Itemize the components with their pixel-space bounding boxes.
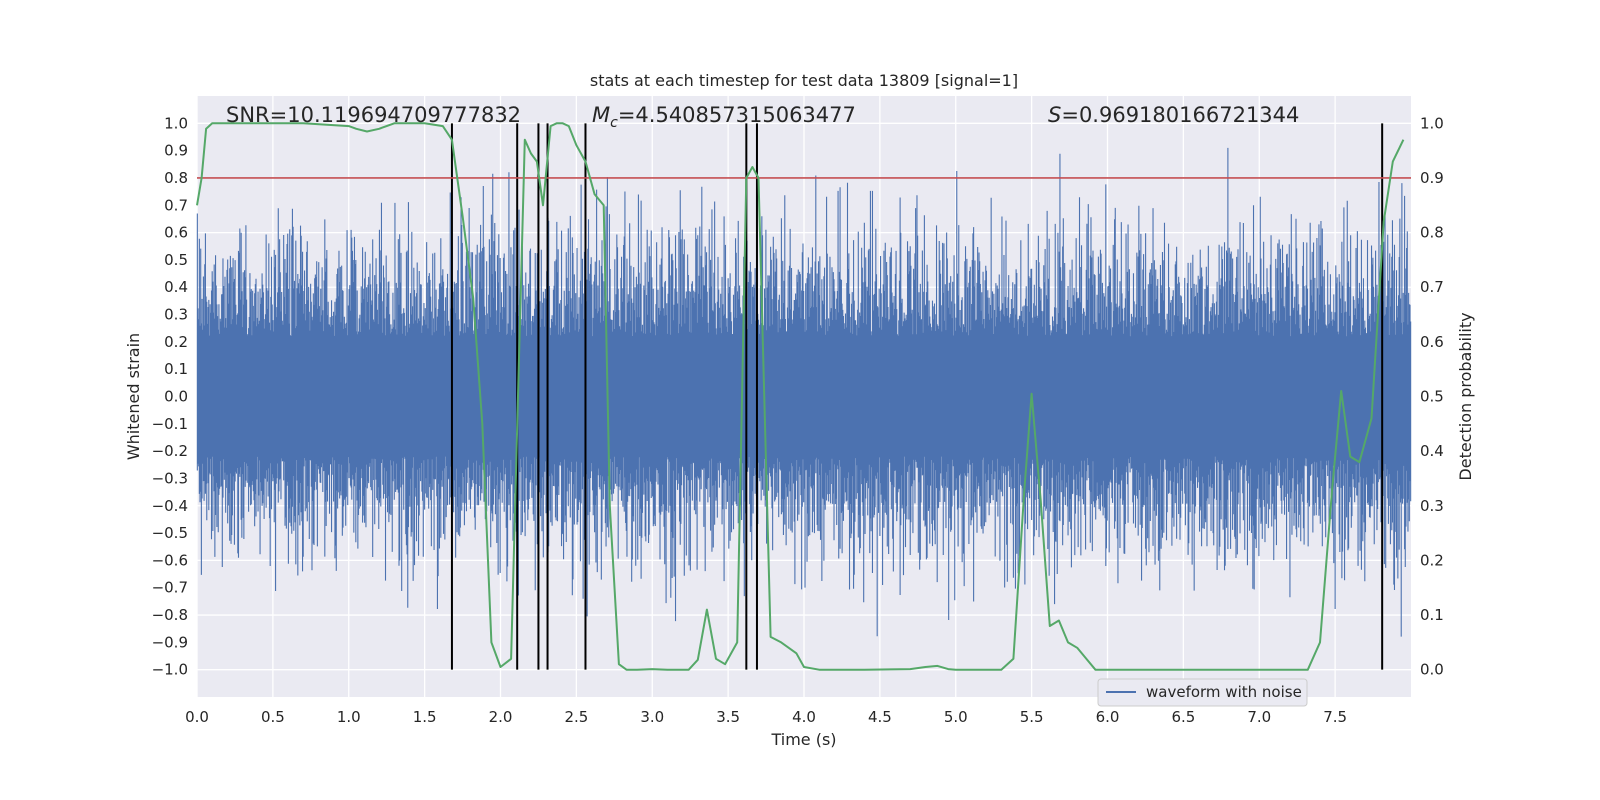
y2-tick-label: 0.6 <box>1420 333 1444 351</box>
y2-tick-label: 0.9 <box>1420 169 1444 187</box>
x-tick-label: 3.0 <box>640 708 664 726</box>
y2-tick-label: 0.0 <box>1420 661 1444 679</box>
legend: waveform with noise <box>1097 678 1308 707</box>
y-tick-label: 0.4 <box>164 278 188 296</box>
x-tick-label: 0.5 <box>261 708 285 726</box>
y-tick-label: 0.7 <box>164 196 188 214</box>
y2-tick-labels: 0.0 0.1 0.2 0.3 0.4 0.5 0.6 0.7 0.8 0.9 1.0 <box>1420 114 1444 678</box>
x-tick-label: 6.0 <box>1096 708 1120 726</box>
y-axis-label: Whitened strain <box>124 333 143 460</box>
y-tick-label: 0.2 <box>164 333 188 351</box>
detection-probability-series <box>196 122 1405 671</box>
s-value: =0.969180166721344 <box>1061 103 1299 127</box>
y-tick-label: 0.9 <box>164 142 188 160</box>
y-tick-label: −0.3 <box>152 469 188 487</box>
y-tick-label: −0.7 <box>152 579 188 597</box>
y-tick-label: 0.8 <box>164 169 188 187</box>
y-tick-label: −0.5 <box>152 524 188 542</box>
x-tick-label: 2.5 <box>564 708 588 726</box>
detection-probability-line <box>196 122 1405 671</box>
y-tick-label: −1.0 <box>152 661 188 679</box>
y-tick-label: 0.0 <box>164 388 188 406</box>
waveform-with-noise-trace <box>196 147 1412 637</box>
x-tick-label: 7.5 <box>1323 708 1347 726</box>
x-tick-label: 1.5 <box>413 708 437 726</box>
y2-tick-label: 0.8 <box>1420 224 1444 242</box>
mc-subscript: c <box>610 115 618 131</box>
x-tick-label: 1.0 <box>337 708 361 726</box>
y-tick-label: −0.8 <box>152 606 188 624</box>
x-tick-label: 6.5 <box>1171 708 1195 726</box>
chirp-mass-annotation: Mc=4.540857315063477 <box>592 103 856 131</box>
y-tick-label: 0.5 <box>164 251 188 269</box>
s-symbol: S <box>1048 103 1061 127</box>
y-tick-label: 0.6 <box>164 224 188 242</box>
mc-symbol: M <box>592 103 610 127</box>
y-tick-label: −0.6 <box>152 551 188 569</box>
x-tick-label: 4.0 <box>792 708 816 726</box>
y2-tick-label: 0.4 <box>1420 442 1444 460</box>
y-tick-label: −0.9 <box>152 633 188 651</box>
vertical-markers <box>450 123 1384 670</box>
waveform-with-noise-series <box>196 147 1412 637</box>
y-tick-label: 0.3 <box>164 306 188 324</box>
x-axis-label: Time (s) <box>770 730 836 749</box>
y2-tick-label: 0.3 <box>1420 497 1444 515</box>
y-tick-label: −0.4 <box>152 497 188 515</box>
mc-value: =4.540857315063477 <box>618 103 856 127</box>
y2-tick-label: 1.0 <box>1420 114 1444 132</box>
s-annotation: S=0.969180166721344 <box>1048 103 1299 127</box>
x-tick-label: 2.0 <box>489 708 513 726</box>
x-tick-label: 3.5 <box>716 708 740 726</box>
x-tick-labels: 0.0 0.5 1.0 1.5 2.0 2.5 3.0 3.5 4.0 4.5 5.0 5.5 6.0 6… <box>185 708 1347 726</box>
chart-title: stats at each timestep for test data 138… <box>590 71 1018 90</box>
y-tick-label: −0.2 <box>152 442 188 460</box>
y2-tick-label: 0.5 <box>1420 388 1444 406</box>
legend-box <box>1097 678 1308 707</box>
y-tick-label: 0.1 <box>164 360 188 378</box>
y-tick-label: −0.1 <box>152 415 188 433</box>
y2-tick-label: 0.7 <box>1420 278 1444 296</box>
x-tick-label: 5.5 <box>1020 708 1044 726</box>
y-tick-label: 1.0 <box>164 114 188 132</box>
x-tick-label: 0.0 <box>185 708 209 726</box>
y2-axis-label: Detection probability <box>1456 312 1475 480</box>
y2-tick-label: 0.2 <box>1420 551 1444 569</box>
x-tick-label: 4.5 <box>868 708 892 726</box>
x-tick-label: 7.0 <box>1247 708 1271 726</box>
y2-tick-label: 0.1 <box>1420 606 1444 624</box>
legend-label-waveform: waveform with noise <box>1146 683 1302 701</box>
snr-annotation: SNR=10.119694709777832 <box>226 103 521 127</box>
y-tick-labels: −1.0 −0.9 −0.8 −0.7 −0.6 −0.5 −0.4 −0.3 −0.2 −0.1… <box>152 114 188 678</box>
x-tick-label: 5.0 <box>944 708 968 726</box>
